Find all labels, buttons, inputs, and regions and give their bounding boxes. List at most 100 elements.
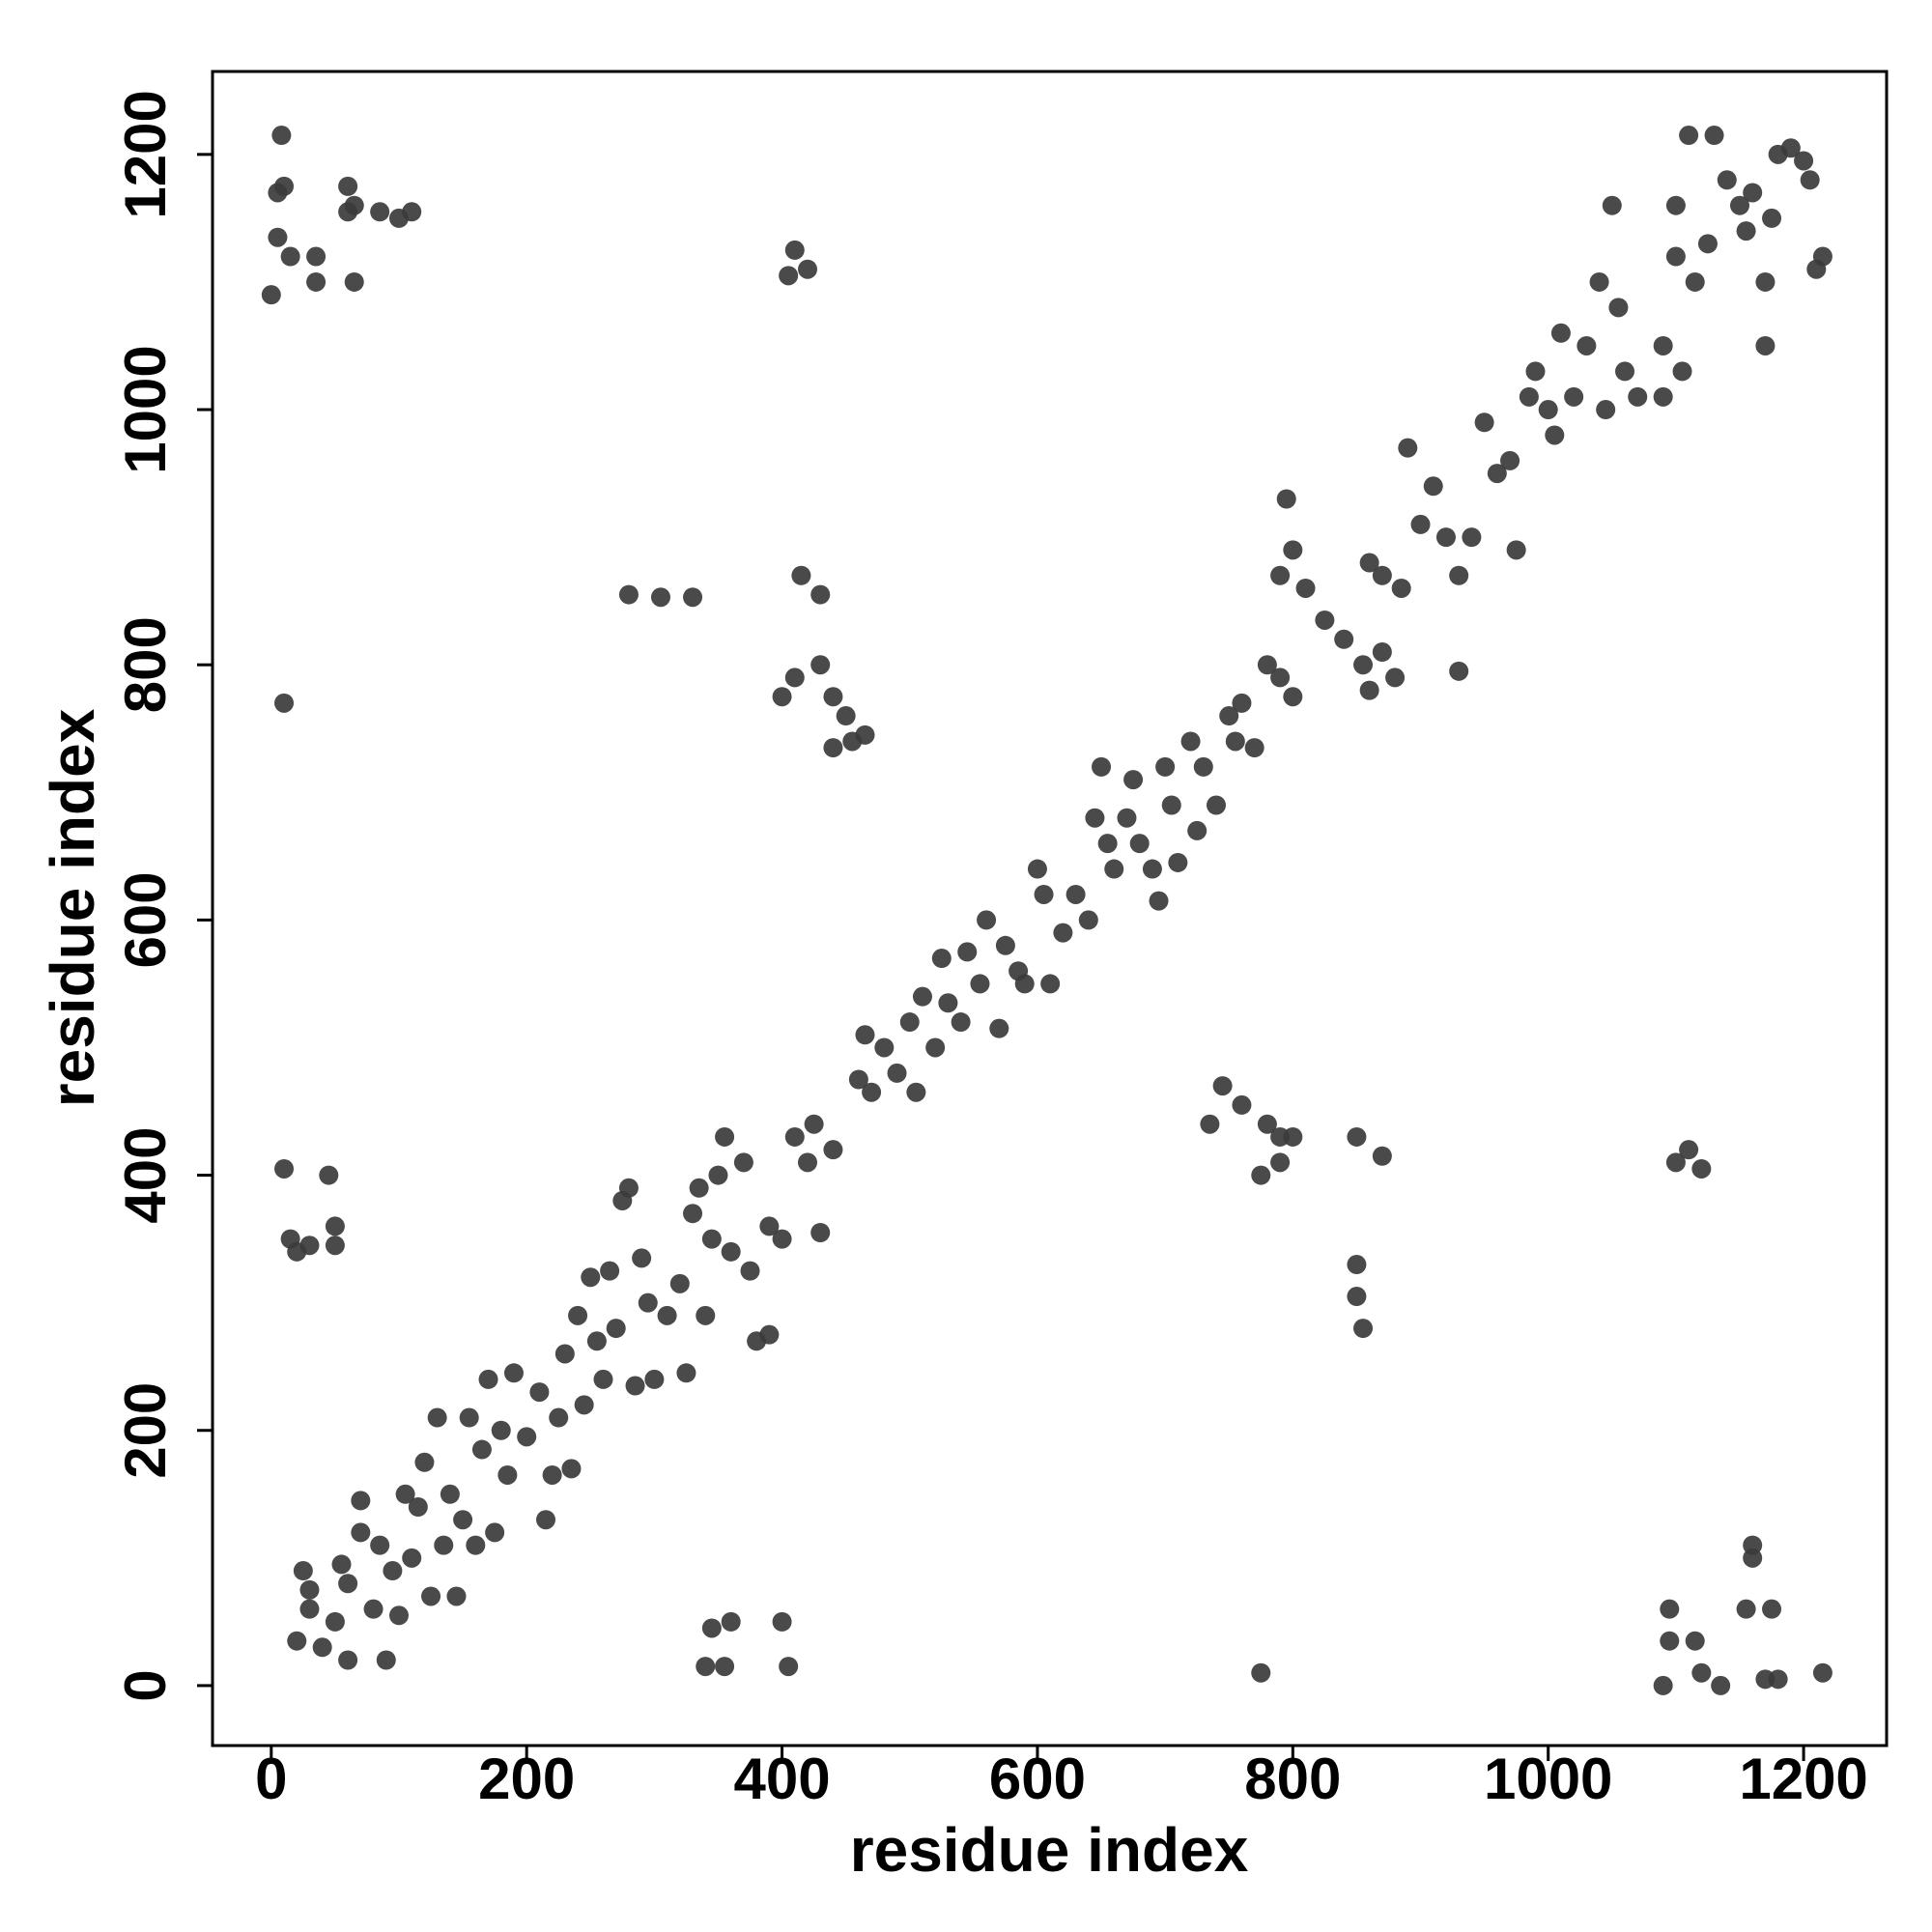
point (338, 1650, 358, 1670)
y-tick-label: 600 (113, 871, 178, 968)
point (402, 202, 422, 222)
point (287, 1631, 307, 1651)
point (1736, 1599, 1756, 1619)
point (1506, 540, 1526, 560)
point (715, 1126, 735, 1147)
point (1244, 738, 1264, 758)
point (1691, 1662, 1712, 1683)
point (1334, 629, 1354, 649)
point (1679, 126, 1699, 146)
point (810, 584, 831, 605)
point (957, 942, 978, 962)
point (1449, 661, 1469, 681)
point (325, 1216, 345, 1236)
point (1743, 1535, 1763, 1555)
point (1608, 298, 1629, 318)
point (1014, 974, 1035, 994)
point (644, 1369, 665, 1389)
point (721, 1611, 741, 1632)
point (1685, 1631, 1705, 1651)
point (331, 1554, 352, 1575)
point (1768, 1669, 1788, 1690)
point (319, 1165, 339, 1185)
point (1200, 1114, 1220, 1134)
point (784, 668, 805, 688)
point (683, 1204, 703, 1224)
point (1187, 820, 1208, 840)
point (740, 1261, 760, 1281)
point (1085, 808, 1105, 828)
point (1315, 610, 1335, 630)
point (1219, 706, 1239, 726)
point (280, 246, 300, 267)
point (1697, 234, 1718, 254)
point (1577, 335, 1597, 355)
point (325, 1611, 345, 1632)
point (1653, 386, 1673, 407)
point (466, 1535, 486, 1555)
point (549, 1407, 569, 1428)
point (600, 1261, 620, 1281)
point (1193, 756, 1213, 777)
point (299, 1236, 320, 1256)
point (638, 1293, 658, 1313)
point (1487, 464, 1507, 484)
point (1359, 680, 1379, 700)
point (721, 1241, 741, 1262)
point (299, 1579, 320, 1600)
point (1251, 1662, 1271, 1683)
point (338, 1574, 358, 1594)
point (784, 240, 805, 260)
point (497, 1464, 518, 1485)
point (1257, 1114, 1277, 1134)
point (1762, 1599, 1782, 1619)
point (503, 1363, 524, 1383)
point (1545, 425, 1565, 445)
point (1691, 1158, 1712, 1179)
point (421, 1586, 441, 1606)
point (1391, 578, 1411, 598)
point (1027, 859, 1047, 879)
point (1155, 756, 1176, 777)
point (1347, 1126, 1367, 1147)
point (586, 1331, 607, 1351)
point (1232, 1094, 1252, 1115)
point (1232, 693, 1252, 713)
point (1212, 1076, 1233, 1096)
point (1270, 1152, 1291, 1173)
point (1500, 450, 1520, 470)
point (529, 1382, 550, 1403)
point (1372, 565, 1392, 585)
y-tick-label: 1200 (113, 90, 178, 218)
point (931, 949, 952, 969)
point (995, 935, 1015, 955)
plot-frame (211, 70, 1889, 1747)
point (1602, 195, 1622, 215)
point (810, 1223, 831, 1243)
point (1092, 756, 1112, 777)
point (1078, 910, 1098, 930)
point (1755, 271, 1776, 292)
point (810, 655, 831, 675)
y-axis-title: residue index (38, 708, 107, 1107)
point (784, 1126, 805, 1147)
point (1040, 974, 1061, 994)
point (293, 1561, 313, 1581)
point (1550, 323, 1571, 343)
point (1596, 400, 1616, 420)
point (1628, 386, 1648, 407)
point (1780, 138, 1801, 158)
point (1449, 565, 1469, 585)
point (325, 1236, 345, 1256)
point (977, 910, 997, 930)
point (1385, 668, 1406, 688)
point (779, 1657, 799, 1677)
point (542, 1464, 562, 1485)
point (1180, 731, 1201, 752)
point (1812, 246, 1833, 267)
point (657, 1305, 677, 1325)
point (1660, 1599, 1680, 1619)
point (862, 1082, 882, 1102)
point (1538, 400, 1558, 420)
